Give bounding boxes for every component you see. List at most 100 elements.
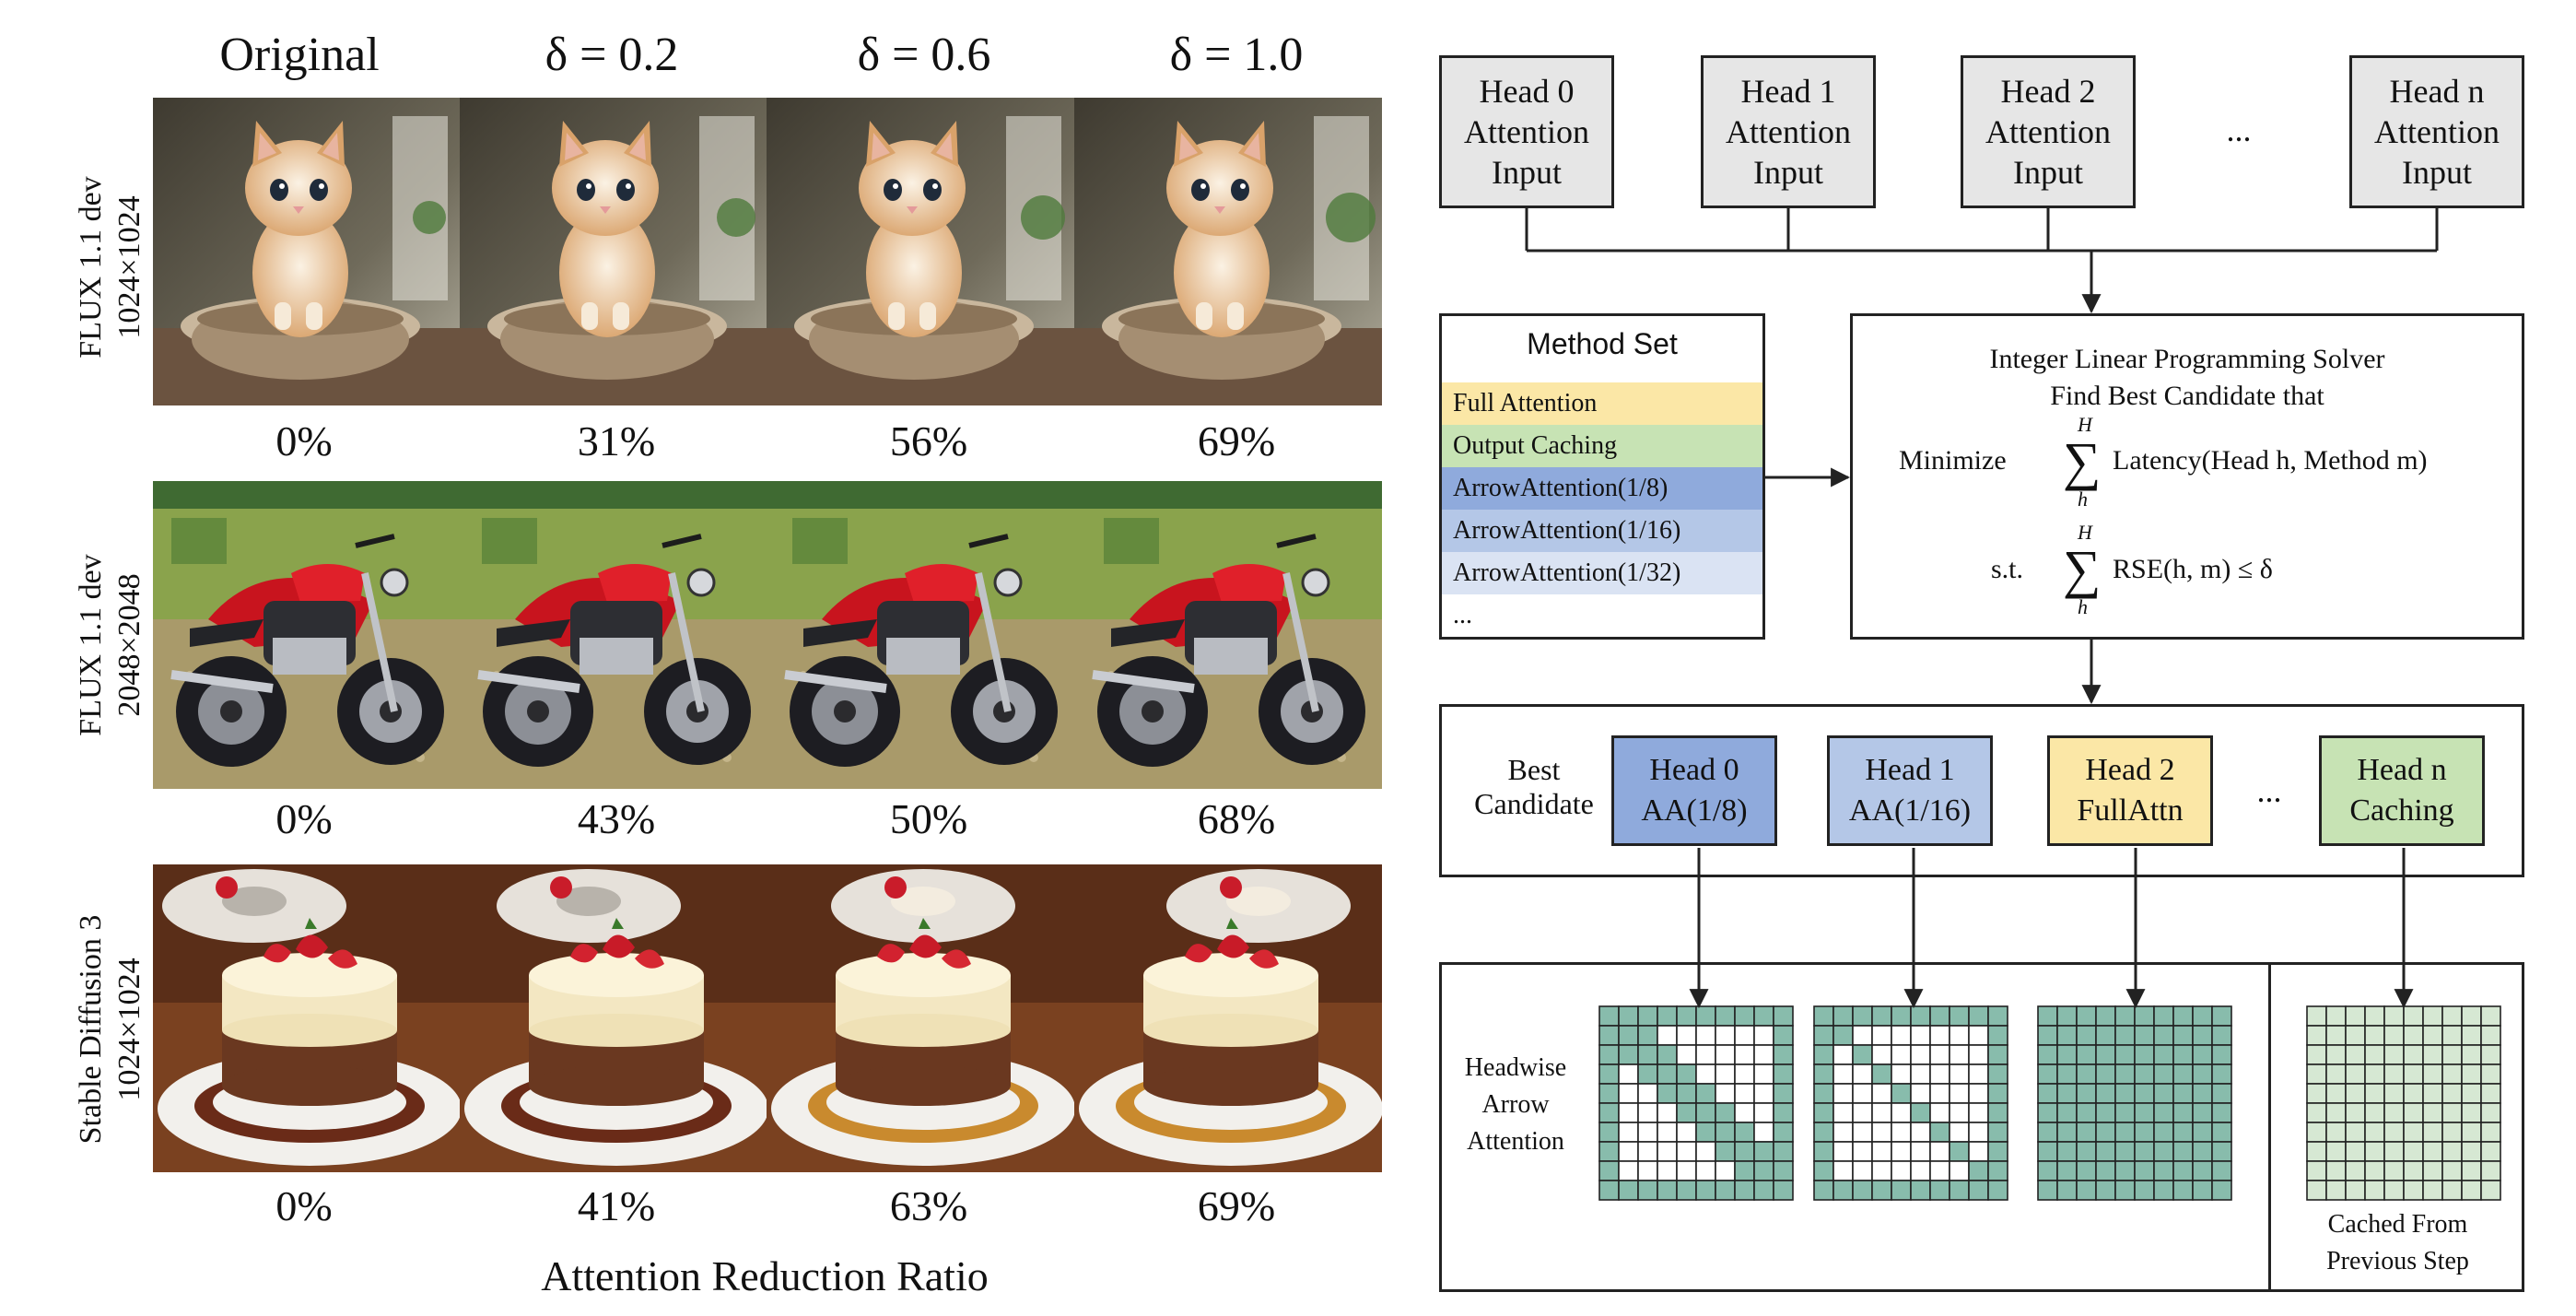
mask-cell xyxy=(2461,1141,2482,1162)
mask-cell xyxy=(2345,1102,2366,1123)
mask-cell xyxy=(2095,1083,2116,1104)
attention-mask-full xyxy=(2037,1005,2232,1201)
row-label-resolution: 1024×1024 xyxy=(112,958,146,1101)
mask-cell xyxy=(1695,1083,1716,1104)
mask-cell xyxy=(1734,1025,1755,1046)
column-header-delta-0.2: δ = 0.2 xyxy=(544,29,679,81)
mask-cell xyxy=(1734,1005,1755,1027)
mask-cell xyxy=(2441,1005,2463,1027)
mask-cell xyxy=(2325,1063,2347,1085)
mask-cell xyxy=(1929,1122,1950,1143)
mask-cell xyxy=(1832,1141,1854,1162)
mask-cell xyxy=(2172,1160,2194,1181)
mask-cell xyxy=(2306,1025,2327,1046)
mask-cell xyxy=(1968,1141,1989,1162)
candidate-method: Caching xyxy=(2349,793,2454,828)
mask-cell xyxy=(1891,1063,1912,1085)
mask-cell xyxy=(1657,1063,1678,1085)
mask-cell xyxy=(1987,1005,2008,1027)
mask-cell xyxy=(2134,1180,2155,1201)
grid-caption: Attention Reduction Ratio xyxy=(541,1252,989,1299)
mask-cell xyxy=(2114,1141,2136,1162)
mask-cell xyxy=(2364,1083,2385,1104)
row-label-1: FLUX 1.1 dev 1024×1024 xyxy=(72,111,149,424)
mask-cell xyxy=(1832,1180,1854,1201)
sum-upper: H xyxy=(2078,413,2092,436)
row-label-model: Stable Diffusion 3 xyxy=(74,914,108,1145)
mask-cell xyxy=(1773,1160,1794,1181)
mask-cell xyxy=(2422,1102,2443,1123)
mask-cell xyxy=(1949,1044,1970,1065)
mask-cell xyxy=(1753,1025,1774,1046)
mask-cell xyxy=(1832,1005,1854,1027)
mask-cell xyxy=(2441,1083,2463,1104)
mask-cell xyxy=(2480,1141,2501,1162)
candidate-head: Head 0 xyxy=(1649,753,1739,787)
attention-mask-arrow16 xyxy=(1813,1005,2008,1201)
kitten-in-bowl-image xyxy=(767,98,1074,405)
mask-cell xyxy=(2134,1122,2155,1143)
mask-cell xyxy=(2153,1083,2174,1104)
mask-cell xyxy=(2056,1102,2078,1123)
mask-cell xyxy=(1637,1122,1658,1143)
mask-cell xyxy=(2172,1025,2194,1046)
mask-cell xyxy=(2403,1063,2424,1085)
ratio-label: 0% xyxy=(275,795,333,842)
mask-cell xyxy=(2095,1180,2116,1201)
method-set-item: ... xyxy=(1442,594,1762,637)
mask-cell xyxy=(1929,1025,1950,1046)
mask-cell xyxy=(2422,1005,2443,1027)
mask-cell xyxy=(2403,1044,2424,1065)
mask-cell xyxy=(2422,1180,2443,1201)
mask-cell xyxy=(1618,1180,1639,1201)
mask-cell xyxy=(2076,1180,2097,1201)
mask-cell xyxy=(2364,1102,2385,1123)
mask-cell xyxy=(2422,1025,2443,1046)
mask-cell xyxy=(1891,1102,1912,1123)
mask-cell xyxy=(2076,1102,2097,1123)
mask-cell xyxy=(2441,1141,2463,1162)
mask-cell xyxy=(1773,1083,1794,1104)
mask-cell xyxy=(1734,1063,1755,1085)
ratio-label: 41% xyxy=(577,1182,656,1229)
method-set-title: Method Set xyxy=(1527,327,1678,360)
best-candidate-head-3: Head n Caching xyxy=(2319,735,2485,846)
headwise-arrow-label: Headwise Arrow Attention xyxy=(1464,1053,1567,1156)
mask-cell xyxy=(1657,1102,1678,1123)
mask-cell xyxy=(2441,1122,2463,1143)
mask-cell xyxy=(2192,1160,2213,1181)
objective-expression: Latency(Head h, Method m) xyxy=(2113,445,2428,476)
mask-cell xyxy=(2134,1044,2155,1065)
mask-cell xyxy=(2211,1083,2232,1104)
mask-cell xyxy=(1968,1180,1989,1201)
mask-cell xyxy=(2037,1025,2058,1046)
mask-cell xyxy=(1871,1044,1892,1065)
mask-cell xyxy=(2192,1025,2213,1046)
mask-cell xyxy=(1657,1180,1678,1201)
mask-cell xyxy=(2403,1083,2424,1104)
mask-cell xyxy=(1773,1044,1794,1065)
mask-cell xyxy=(1773,1025,1794,1046)
mask-cell xyxy=(1910,1180,1931,1201)
mask-cell xyxy=(1813,1122,1834,1143)
mask-cell xyxy=(1734,1180,1755,1201)
mask-cell xyxy=(1637,1160,1658,1181)
mask-cell xyxy=(2306,1005,2327,1027)
mask-cell xyxy=(1910,1044,1931,1065)
mask-cell xyxy=(1657,1044,1678,1065)
mask-cell xyxy=(1891,1044,1912,1065)
mask-cell xyxy=(2383,1005,2405,1027)
mask-cell xyxy=(1618,1083,1639,1104)
mask-cell xyxy=(2480,1180,2501,1201)
mask-cell xyxy=(2056,1180,2078,1201)
mask-cell xyxy=(1891,1083,1912,1104)
mask-cell xyxy=(2345,1083,2366,1104)
mask-cell xyxy=(1813,1044,1834,1065)
mask-cell xyxy=(1852,1141,1873,1162)
heads-ellipsis: ... xyxy=(2226,112,2252,148)
mask-cell xyxy=(2056,1083,2078,1104)
mask-cell xyxy=(1618,1025,1639,1046)
mask-cell xyxy=(1968,1122,1989,1143)
mask-cell xyxy=(2114,1102,2136,1123)
mask-cell xyxy=(2325,1141,2347,1162)
